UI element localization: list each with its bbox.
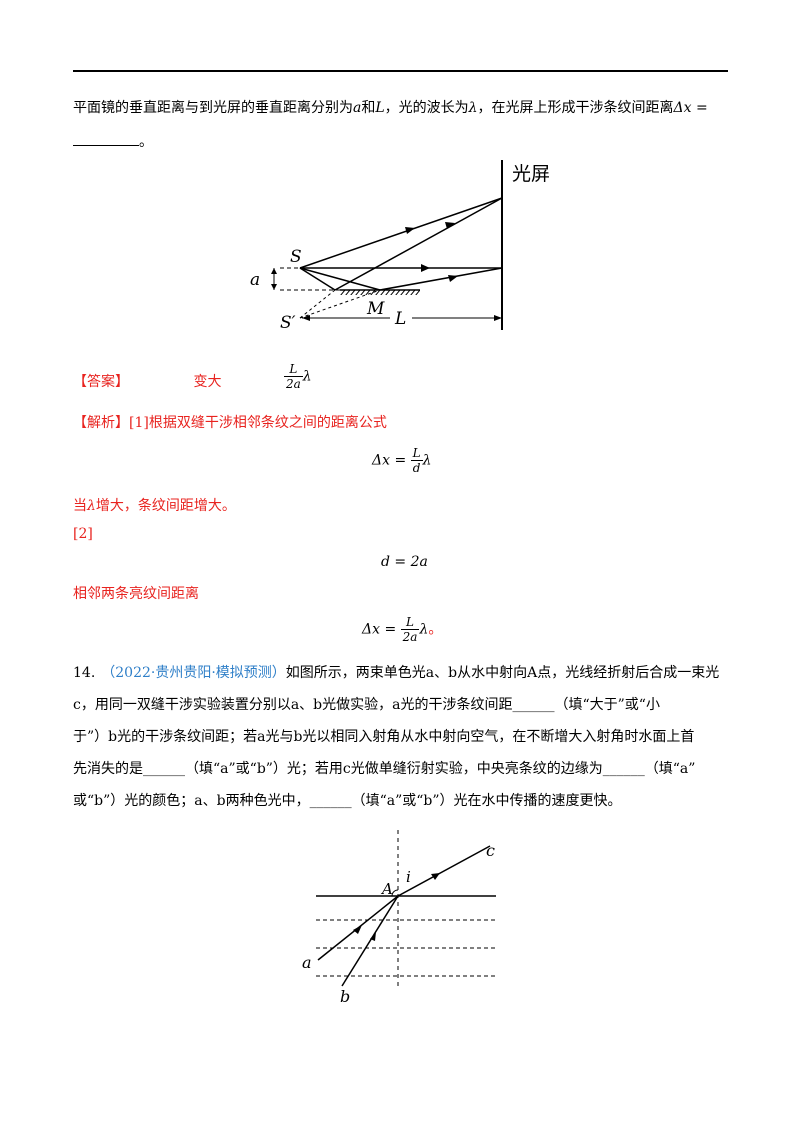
eq3-num: L [400,615,420,630]
point-A-label: A [380,880,393,898]
ray-c-label: c [486,841,495,860]
intro-text: 平面镜的垂直距离与到光屏的垂直距离分别为 [73,100,353,116]
answer-1: 变大 [193,374,222,390]
question-number: 14. [73,665,96,681]
analysis-line-2: 当λ增大，条纹间距增大。 [73,496,236,516]
answer-blank [73,131,139,146]
equation-3: Δx = L 2a λ。 [362,615,442,644]
intro-text-3: ，在光屏上形成干涉条纹间距离 [477,100,674,116]
var-L: L [375,100,385,116]
lambda-symbol: λ [468,100,478,116]
header-rule [73,70,728,72]
eq1-den: d [412,461,421,475]
line2-pre: 当 [73,498,87,514]
eq1-lambda: λ [422,452,432,469]
ray-b [341,895,399,987]
eq1-lhs: Δx = [372,452,407,469]
delta-x-symbol: Δx = [673,100,708,116]
intro-tail: 。 [139,134,153,150]
eq3-lambda: λ [419,621,429,638]
answer-2: L 2a λ [284,362,312,391]
figure-mirror-interference: 光屏 S S′ a M L [250,160,550,333]
eq3-den: 2a [402,630,418,644]
distance-L-label: L [394,309,406,329]
source-S-label: S [290,247,302,267]
analysis-line-3: 相邻两条亮纹间距离 [73,586,199,602]
eq1-num: L [410,446,423,461]
answer-2-den: 2a [286,377,301,391]
line2-lambda: λ [87,498,96,514]
ray-c [397,845,491,897]
intro-line-2: 。 [73,131,153,152]
intro-and: 和 [361,100,376,116]
q14-line-3: 于”）b光的干涉条纹间距；若a光与b光以相同入射角从水中射向空气，在不断增大入射… [73,729,695,745]
mirror-M-label: M [366,299,385,319]
q14-line-2: c，用同一双缝干涉实验装置分别以a、b光做实验，a光的干涉条纹间距______（… [73,697,660,713]
eq3-tail: 。 [428,621,443,638]
q14-text-1: 如图所示，两束单色光a、b从水中射向A点，光线经折射后合成一束光 [285,665,720,681]
distance-a-label: a [250,270,260,290]
ray-a-label: a [302,953,312,972]
eq3-lhs: Δx = [362,621,397,638]
step-2: [2] [73,526,93,542]
answer-label: 【答案】 [73,374,129,390]
answer-line: 【答案】 变大 [73,372,221,392]
analysis-line: 【解析】[1]根据双缝干涉相邻条纹之间的距离公式 [73,413,387,433]
q14-line-1: 14. （2022·贵州贵阳·模拟预测）如图所示，两束单色光a、b从水中射向A点，… [73,663,719,683]
image-source-label: S′ [280,313,296,333]
answer-2-num: L [284,362,303,377]
figure-refraction: A i c a b [302,830,496,1006]
analysis-label: 【解析】 [73,415,129,431]
mirror-M [340,290,420,295]
screen-label: 光屏 [512,163,550,185]
q14-line-5: 或“b”）光的颜色；a、b两种色光中，______（填“a”或“b”）光在水中传… [73,793,622,809]
angle-i-label: i [406,868,411,886]
question-source: （2022·贵州贵阳·模拟预测） [101,665,286,681]
analysis-text: [1]根据双缝干涉相邻条纹之间的距离公式 [129,415,387,431]
equation-2: d = 2a [381,554,428,570]
line2-post: 增大，条纹间距增大。 [95,498,236,514]
var-a: a [353,100,362,116]
answer-2-lambda: λ [302,368,312,385]
intro-line-1: 平面镜的垂直距离与到光屏的垂直距离分别为a和L，光的波长为λ，在光屏上形成干涉条… [73,98,708,118]
ray-b-label: b [340,987,350,1006]
intro-text-2: ，光的波长为 [384,100,469,116]
q14-line-4: 先消失的是______（填“a”或“b”）光；若用c光做单缝衍射实验，中央亮条纹… [73,761,696,777]
